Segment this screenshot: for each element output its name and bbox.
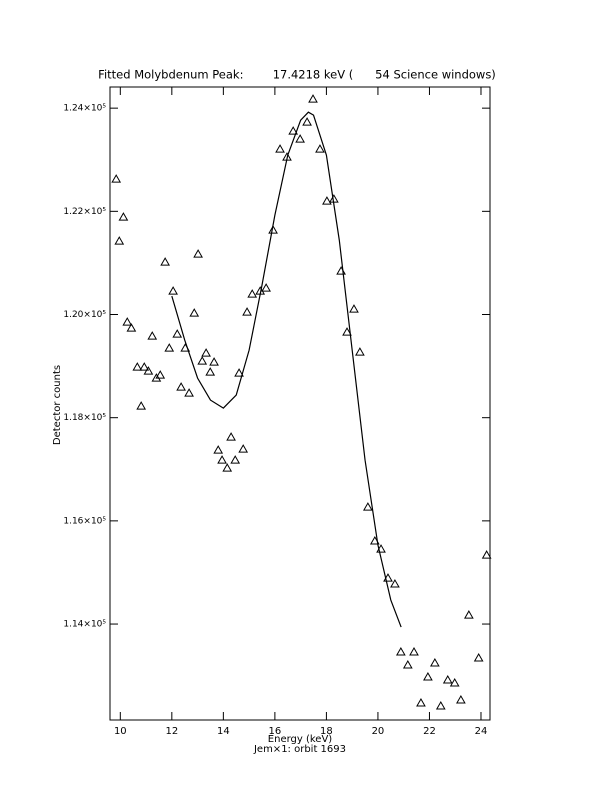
data-point xyxy=(238,444,249,453)
data-point xyxy=(308,94,318,103)
data-point xyxy=(217,455,227,464)
y-tick-label: 1.22×10⁵ xyxy=(63,207,106,217)
x-tick-label: 18 xyxy=(320,726,333,737)
data-point xyxy=(442,675,453,684)
data-point xyxy=(234,368,244,377)
data-point xyxy=(355,347,365,356)
data-point xyxy=(430,658,440,667)
data-point xyxy=(122,317,133,326)
x-tick-label: 22 xyxy=(423,726,436,737)
x-tick-label: 16 xyxy=(269,726,282,737)
data-point xyxy=(423,672,433,681)
data-point xyxy=(288,126,299,135)
data-point xyxy=(209,357,219,366)
data-point xyxy=(143,366,154,375)
data-point xyxy=(402,660,413,669)
data-point xyxy=(449,678,460,687)
y-tick-label: 1.18×10⁵ xyxy=(63,413,106,423)
data-point xyxy=(342,327,352,336)
data-point xyxy=(197,356,208,365)
data-point xyxy=(395,647,406,656)
data-point xyxy=(295,134,305,143)
data-point xyxy=(213,445,224,454)
data-point xyxy=(363,502,373,511)
data-point xyxy=(139,362,150,371)
data-point xyxy=(230,455,241,464)
x-tick-label: 14 xyxy=(217,726,230,737)
data-point xyxy=(184,388,194,397)
data-point xyxy=(201,348,211,357)
data-point xyxy=(336,266,346,275)
data-point xyxy=(302,117,312,126)
data-point xyxy=(126,323,137,332)
data-point xyxy=(111,174,122,183)
data-point xyxy=(481,550,492,559)
subtitle: Jem×1: orbit 1693 xyxy=(253,744,346,755)
data-point xyxy=(390,579,400,588)
x-tick-label: 24 xyxy=(475,726,488,737)
data-point xyxy=(409,647,419,656)
data-point xyxy=(160,257,170,266)
y-tick-label: 1.16×10⁵ xyxy=(63,516,106,526)
data-point xyxy=(176,382,186,391)
data-point xyxy=(464,610,474,619)
data-point xyxy=(435,701,446,710)
data-point xyxy=(322,196,332,205)
data-point xyxy=(247,289,258,298)
data-point xyxy=(268,225,278,234)
chart-title: Fitted Molybdenum Peak: 17.4218 keV ( 54… xyxy=(98,68,496,82)
data-point xyxy=(136,401,147,410)
data-point xyxy=(172,329,183,338)
data-point xyxy=(155,370,166,379)
data-point xyxy=(315,144,325,153)
data-point xyxy=(242,307,252,316)
data-point xyxy=(473,653,484,662)
x-tick-label: 20 xyxy=(372,726,385,737)
data-point xyxy=(416,698,426,707)
data-point xyxy=(189,308,200,317)
y-tick-label: 1.14×10⁵ xyxy=(63,620,106,630)
data-point xyxy=(222,463,233,472)
data-point xyxy=(147,331,158,340)
fit-curve xyxy=(171,111,402,628)
data-point xyxy=(118,212,129,221)
x-axis-label: Energy (keV) xyxy=(268,734,333,745)
data-point xyxy=(205,367,216,376)
data-point xyxy=(226,432,236,441)
data-point xyxy=(349,304,359,313)
plot-frame xyxy=(109,86,491,721)
y-axis-label: Detector counts xyxy=(52,365,63,445)
x-tick-label: 12 xyxy=(165,726,178,737)
data-point xyxy=(275,144,285,153)
data-point xyxy=(164,343,175,352)
x-tick-label: 10 xyxy=(114,726,127,737)
data-point xyxy=(261,283,271,292)
data-point xyxy=(456,695,466,704)
data-point xyxy=(193,249,203,258)
y-tick-label: 1.20×10⁵ xyxy=(63,310,106,320)
y-tick-label: 1.24×10⁵ xyxy=(63,104,106,114)
data-point xyxy=(132,362,143,371)
data-point xyxy=(114,236,125,245)
data-point xyxy=(168,286,178,295)
